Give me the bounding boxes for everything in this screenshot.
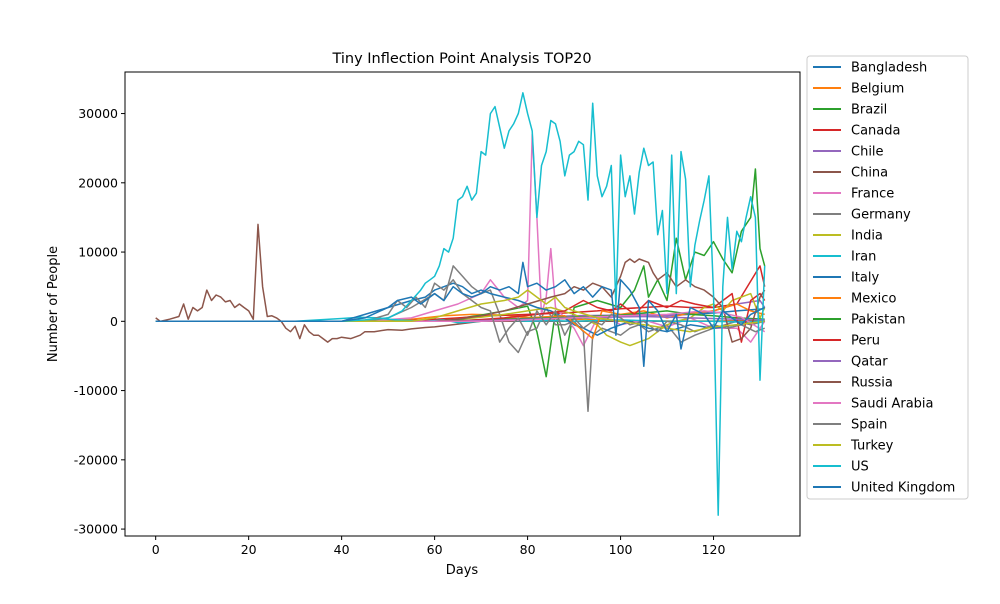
legend-label: Turkey [850, 439, 894, 454]
chart-title: Tiny Inflection Point Analysis TOP20 [331, 51, 591, 67]
series-line-brazil [155, 168, 766, 378]
x-axis-ticks: 0 20 40 60 80 100 120 [152, 536, 726, 557]
series-line-india [155, 292, 766, 347]
legend: Bangladesh Belgium Brazil Canada Chile China F… [806, 55, 969, 500]
legend-label: China [851, 166, 888, 181]
legend-label: Brazil [851, 103, 887, 118]
series-line-us [155, 92, 766, 516]
legend-label: United Kingdom [851, 481, 955, 496]
legend-label: US [851, 460, 869, 475]
legend-label: Italy [851, 271, 880, 286]
y-tick-label: 30000 [78, 106, 118, 121]
legend-label: Qatar [851, 355, 888, 370]
legend-label: Bangladesh [851, 61, 927, 76]
x-tick-label: 100 [609, 542, 633, 557]
legend-label: Saudi Arabia [851, 397, 934, 412]
y-tick-label: 0 [110, 314, 118, 329]
y-tick-label: 20000 [78, 175, 118, 190]
y-tick-label: -30000 [74, 522, 118, 537]
series-line-china [155, 223, 765, 343]
y-tick-label: 10000 [78, 245, 118, 260]
y-tick-label: -20000 [74, 452, 118, 467]
series-line-peru [155, 292, 766, 343]
legend-label: Russia [851, 376, 893, 391]
x-tick-label: 20 [241, 542, 257, 557]
legend-label: Iran [851, 250, 876, 265]
legend-label: Canada [851, 124, 900, 139]
series-line-saudi-arabia [155, 310, 766, 333]
legend-label: Mexico [851, 292, 896, 307]
legend-label: Germany [851, 208, 911, 223]
x-tick-label: 40 [334, 542, 350, 557]
x-tick-label: 0 [152, 542, 160, 557]
plot-area-frame [124, 71, 801, 537]
x-tick-label: 80 [520, 542, 536, 557]
legend-label: Chile [851, 145, 884, 160]
y-tick-label: -10000 [74, 383, 118, 398]
x-tick-label: 60 [427, 542, 443, 557]
y-axis-label: Number of People [46, 246, 61, 362]
legend-box [806, 55, 969, 500]
series-line-united-kingdom [155, 261, 766, 368]
series-line-russia [155, 258, 766, 343]
series-layer [155, 92, 766, 516]
legend-label: France [851, 187, 894, 202]
x-tick-label: 120 [702, 542, 726, 557]
legend-label: Spain [851, 418, 887, 433]
series-line-germany [155, 265, 765, 413]
series-line-turkey [155, 289, 765, 333]
legend-label: Peru [851, 334, 880, 349]
legend-label: India [851, 229, 883, 244]
series-line-spain [155, 279, 765, 343]
y-axis-ticks: -30000 -20000 -10000 0 10000 20000 30000 [74, 106, 125, 537]
legend-label: Pakistan [851, 313, 905, 328]
legend-label: Belgium [851, 82, 904, 97]
x-axis-label: Days [446, 563, 479, 578]
